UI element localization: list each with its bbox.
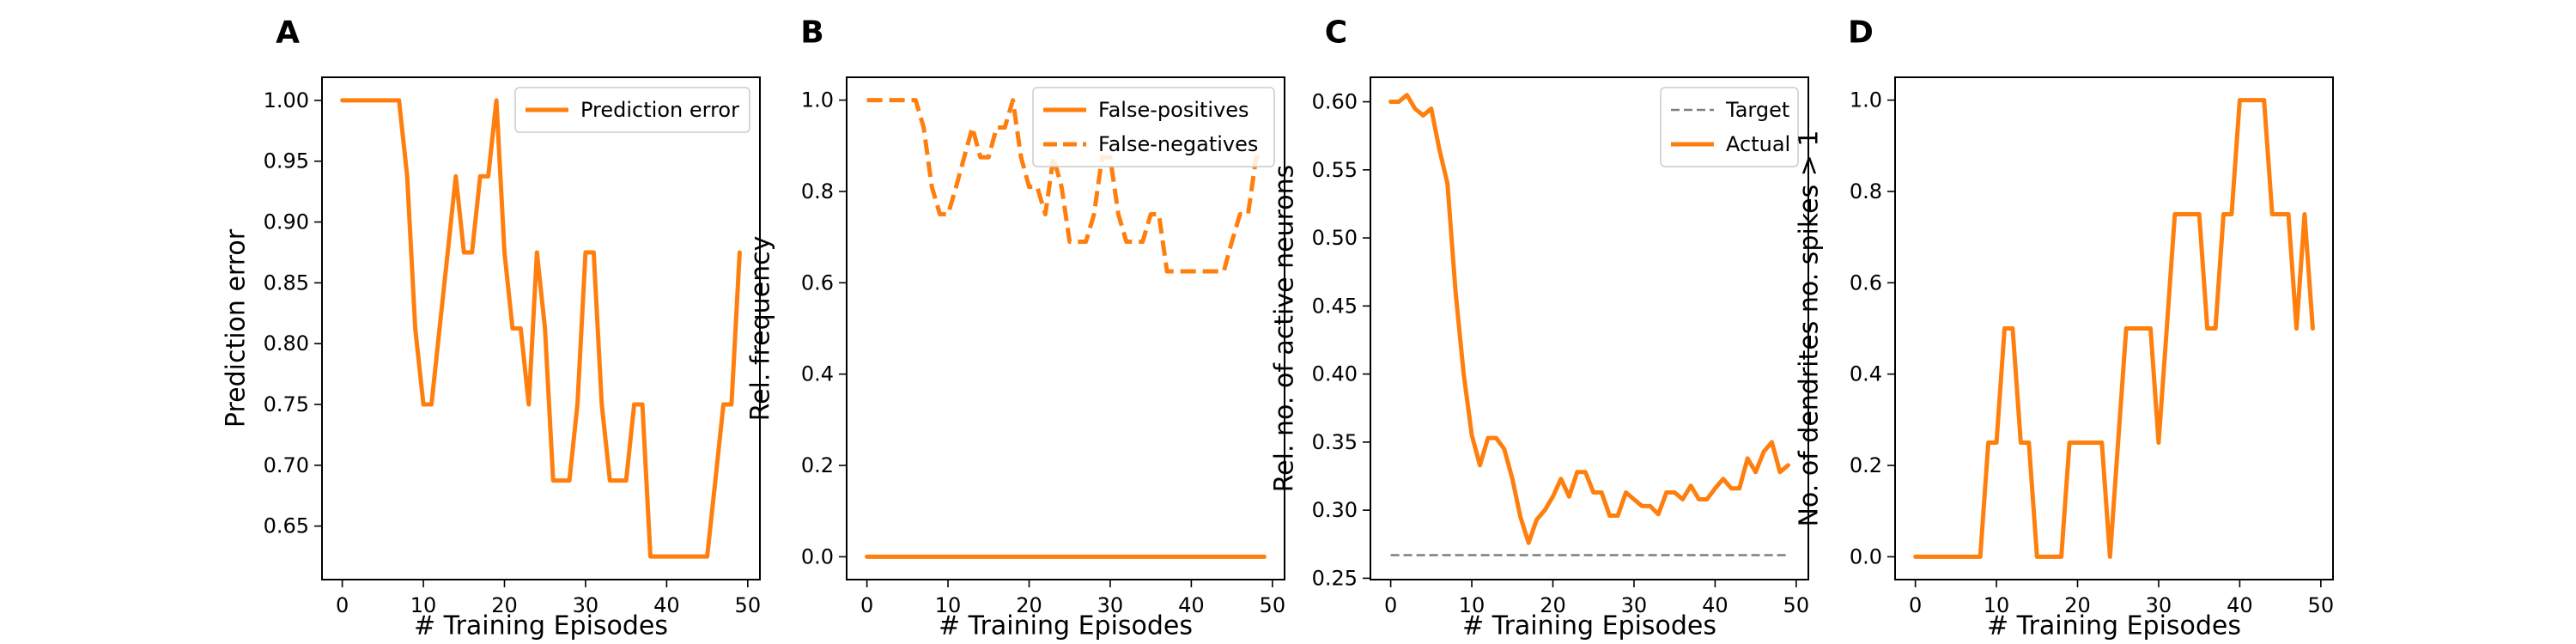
series-group <box>340 98 742 559</box>
y-tick-label: 0.4 <box>1850 362 1882 386</box>
y-tick-label: 0.70 <box>264 453 309 477</box>
x-tick-label: 20 <box>1016 593 1042 617</box>
axes-frame <box>1894 76 2334 580</box>
x-tick-label: 0 <box>1909 593 1922 617</box>
x-tick-label: 50 <box>2308 593 2335 617</box>
x-tick-label: 20 <box>2064 593 2091 617</box>
legend-box <box>514 87 750 133</box>
panel-letter: D <box>1848 15 1874 51</box>
series-group <box>865 98 1267 559</box>
y-tick-label: 1.00 <box>264 88 309 112</box>
y-tick-label: 0.0 <box>1850 544 1882 568</box>
legend-box <box>1032 87 1275 167</box>
x-tick-label: 50 <box>1260 593 1286 617</box>
y-tick-label: 0.50 <box>1312 226 1358 250</box>
legend-label: Prediction error <box>580 98 739 122</box>
legend-label: False-negatives <box>1098 132 1258 156</box>
x-tick-label: 30 <box>1621 593 1648 617</box>
x-tick-label: 40 <box>2227 593 2253 617</box>
x-tick-label: 40 <box>653 593 680 617</box>
axes-frame <box>846 76 1285 580</box>
x-tick-label: 10 <box>410 593 437 617</box>
series-group <box>1388 93 1790 556</box>
y-tick-label: 0.8 <box>1850 179 1882 204</box>
y-tick-label: 0.2 <box>801 453 834 477</box>
x-tick-label: 50 <box>1783 593 1810 617</box>
panel-letter: C <box>1325 15 1347 51</box>
y-tick-label: 0.35 <box>1312 430 1358 454</box>
y-tick-label: 0.45 <box>1312 294 1358 318</box>
y-tick-label: 0.80 <box>264 331 309 355</box>
series-line-values <box>1913 98 2315 559</box>
y-axis-label: No. of dendrites no. spikes > 1 <box>1795 130 1825 526</box>
axes-frame <box>1370 76 1809 580</box>
axes-frame <box>321 76 761 580</box>
x-tick-label: 0 <box>336 593 349 617</box>
x-axis-label: # Training Episodes <box>414 611 668 641</box>
panel-b: B 0 10 20 30 40 50 0.0 0.2 0.4 0.6 0.8 1.0 # Training… <box>746 15 1286 641</box>
legend-label: Target <box>1725 98 1789 122</box>
panel-c: C 0 10 20 30 40 50 0.25 0.30 0.35 0.40 0.45 0.50 0.55… <box>1270 15 1810 641</box>
y-tick-label: 0.85 <box>264 270 309 295</box>
y-axis-label: Prediction error <box>222 228 252 428</box>
y-tick-label: 1.0 <box>801 88 834 112</box>
y-tick-label: 0.4 <box>801 362 834 386</box>
series-line-false-negatives <box>866 98 1265 274</box>
panel-letter: A <box>276 15 300 51</box>
series-group <box>1913 98 2315 559</box>
x-axis-label: # Training Episodes <box>1987 611 2241 641</box>
y-tick-label: 0.65 <box>264 514 309 538</box>
x-tick-label: 10 <box>935 593 962 617</box>
legend: Prediction error <box>514 87 750 133</box>
panel-d: D 0 10 20 30 40 50 0.0 0.2 0.4 0.6 0.8 1.0 # Training… <box>1795 15 2335 641</box>
y-tick-label: 0.0 <box>801 544 834 568</box>
x-tick-label: 20 <box>491 593 518 617</box>
legend: False-positives False-negatives <box>1032 87 1275 167</box>
panel-a: A 0 10 20 30 40 50 0.65 0.70 0.75 0.80 0.85 0.90 0.95… <box>222 15 762 641</box>
y-tick-label: 0.2 <box>1850 453 1882 477</box>
y-tick-label: 0.40 <box>1312 362 1358 386</box>
y-tick-label: 0.6 <box>1850 270 1882 295</box>
x-tick-label: 20 <box>1540 593 1566 617</box>
y-axis-label: Rel. frequency <box>746 236 776 422</box>
y-tick-label: 0.8 <box>801 179 834 204</box>
y-tick-label: 0.30 <box>1312 498 1358 522</box>
series-line-prediction-error <box>340 98 742 559</box>
x-tick-label: 10 <box>1459 593 1485 617</box>
y-tick-label: 0.55 <box>1312 158 1358 182</box>
legend-label: Actual <box>1726 132 1790 156</box>
y-axis-label: Rel. no. of active neurons <box>1270 165 1300 493</box>
series-line-actual <box>1388 93 1790 545</box>
y-tick-label: 0.25 <box>1312 566 1358 590</box>
legend-box <box>1660 87 1799 167</box>
y-tick-label: 1.0 <box>1850 88 1882 112</box>
y-tick-label: 0.90 <box>264 210 309 234</box>
x-tick-label: 0 <box>860 593 873 617</box>
y-tick-label: 0.60 <box>1312 90 1358 114</box>
x-tick-label: 50 <box>735 593 762 617</box>
legend-label: False-positives <box>1098 98 1249 122</box>
x-tick-label: 0 <box>1384 593 1397 617</box>
x-tick-label: 30 <box>573 593 599 617</box>
y-tick-label: 0.6 <box>801 270 834 295</box>
y-tick-label: 0.75 <box>264 392 309 416</box>
x-tick-label: 10 <box>1984 593 2010 617</box>
x-tick-label: 30 <box>1097 593 1124 617</box>
x-tick-label: 40 <box>1702 593 1728 617</box>
x-axis-label: # Training Episodes <box>1462 611 1716 641</box>
y-tick-label: 0.95 <box>264 149 309 173</box>
legend: Target Actual <box>1660 87 1799 167</box>
x-tick-label: 40 <box>1178 593 1205 617</box>
panel-letter: B <box>800 15 823 51</box>
x-axis-label: # Training Episodes <box>939 611 1193 641</box>
x-tick-label: 30 <box>2146 593 2172 617</box>
